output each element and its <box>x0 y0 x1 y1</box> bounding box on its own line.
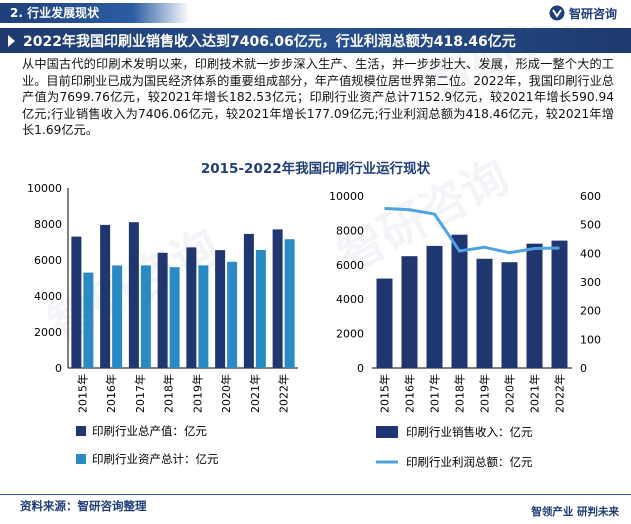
left-bar <box>243 233 254 368</box>
right-x-tick-label: 2019年 <box>478 374 492 413</box>
left-bar <box>186 247 197 368</box>
left-y-tick-label: 6000 <box>34 254 62 267</box>
left-bar <box>112 265 123 368</box>
left-bar <box>100 224 111 368</box>
left-bar <box>140 265 151 368</box>
left-bar <box>128 222 139 368</box>
right-x-tick-label: 2017年 <box>428 374 442 413</box>
right-right-y-tick-label: 400 <box>580 247 601 260</box>
right-x-tick-label: 2015年 <box>378 374 392 413</box>
left-x-tick-label: 2015年 <box>75 374 89 413</box>
left-x-tick-label: 2022年 <box>277 374 291 413</box>
right-bar <box>376 278 393 368</box>
right-left-y-tick-label: 6000 <box>336 259 364 272</box>
left-x-tick-label: 2017年 <box>133 374 147 413</box>
brand-logo: 智研咨询 <box>549 4 617 22</box>
headline-banner: 2022年我国印刷业销售收入达到7406.06亿元，行业利润总额为418.46亿… <box>0 28 631 53</box>
left-legend-label: 印刷行业总产值：亿元 <box>92 424 207 438</box>
section-label: 2. 行业发展现状 <box>0 3 190 23</box>
headline-text: 2022年我国印刷业销售收入达到7406.06亿元，行业利润总额为418.46亿… <box>23 33 516 50</box>
right-x-tick-label: 2016年 <box>403 374 417 413</box>
source-note: 资料来源：智研咨询整理 <box>20 499 147 513</box>
right-x-tick-label: 2021年 <box>528 374 542 413</box>
left-x-tick-label: 2020年 <box>219 374 233 413</box>
right-bar <box>401 256 418 368</box>
right-x-tick-label: 2020年 <box>503 374 517 413</box>
left-bar <box>157 252 168 368</box>
right-bar <box>476 258 493 368</box>
right-right-y-tick-label: 600 <box>580 190 601 203</box>
right-legend-swatch-bar <box>376 426 398 438</box>
divider <box>0 494 631 495</box>
right-right-y-tick-label: 200 <box>580 305 601 318</box>
right-bar <box>551 240 568 368</box>
left-bar <box>169 267 180 368</box>
left-x-tick-label: 2021年 <box>248 374 262 413</box>
left-y-tick-label: 0 <box>55 362 62 375</box>
left-legend-label: 印刷行业资产总计：亿元 <box>92 452 219 466</box>
top-bar: 2. 行业发展现状 智研咨询 <box>0 0 631 26</box>
left-x-tick-label: 2016年 <box>104 374 118 413</box>
right-x-tick-label: 2022年 <box>553 374 567 413</box>
left-x-tick-label: 2019年 <box>190 374 204 413</box>
left-legend-swatch <box>76 426 86 436</box>
right-legend-label-line: 印刷行业利润总额：亿元 <box>406 455 533 469</box>
left-bar <box>83 272 94 368</box>
right-left-y-tick-label: 4000 <box>336 293 364 306</box>
left-y-tick-label: 8000 <box>34 218 62 231</box>
left-bar <box>284 239 295 368</box>
right-right-y-tick-label: 300 <box>580 276 601 289</box>
left-bar <box>272 229 283 368</box>
brand-name: 智研咨询 <box>568 6 617 21</box>
right-right-y-tick-label: 500 <box>580 219 601 232</box>
left-bar <box>227 261 238 368</box>
right-bar <box>526 243 543 368</box>
right-left-y-tick-label: 8000 <box>336 224 364 237</box>
right-legend-label-bar: 印刷行业销售收入：亿元 <box>406 425 533 439</box>
left-bar <box>71 236 82 368</box>
right-left-y-tick-label: 2000 <box>336 328 364 341</box>
right-left-y-tick-label: 10000 <box>329 190 364 203</box>
left-y-tick-label: 10000 <box>27 182 62 195</box>
left-legend-swatch <box>76 454 86 464</box>
arrow-icon <box>8 34 15 47</box>
left-bar <box>255 249 266 368</box>
right-left-y-tick-label: 0 <box>357 362 364 375</box>
left-bar <box>198 265 209 368</box>
chart-title: 2015-2022年我国印刷行业运行现状 <box>200 161 431 177</box>
right-right-y-tick-label: 100 <box>580 333 601 346</box>
left-y-tick-label: 2000 <box>34 326 62 339</box>
right-x-tick-label: 2018年 <box>453 374 467 413</box>
intro-paragraph: 从中国古代的印刷术发明以来，印刷技术就一步步深入生产、生活，并一步步壮大、发展，… <box>22 57 614 137</box>
right-right-y-tick-label: 0 <box>580 362 587 375</box>
left-x-tick-label: 2018年 <box>162 374 176 413</box>
left-bar <box>215 250 226 368</box>
right-bar <box>451 234 468 368</box>
right-bar <box>426 245 443 368</box>
footer-slogan: 智领产业 研判未来 <box>531 506 619 518</box>
left-y-tick-label: 4000 <box>34 290 62 303</box>
brand-logo-icon <box>549 5 565 21</box>
right-bar <box>501 262 518 368</box>
profit-line <box>384 206 560 255</box>
